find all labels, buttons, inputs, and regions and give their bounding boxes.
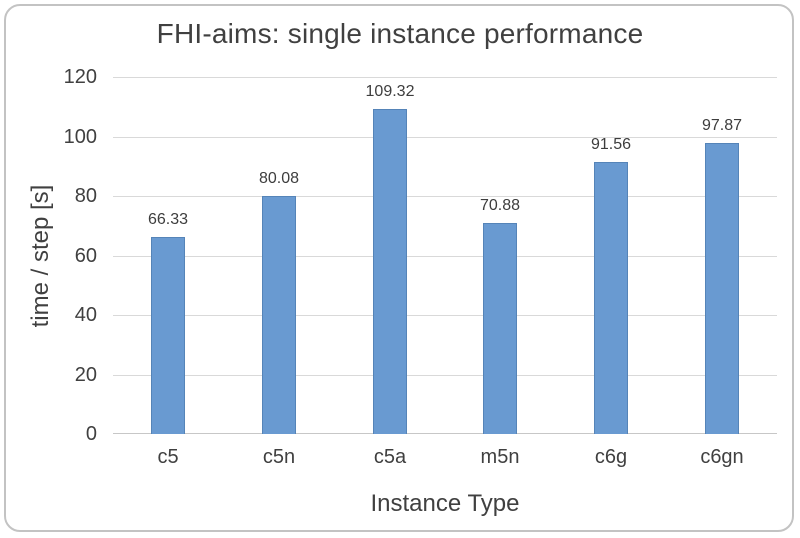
x-axis-title: Instance Type (370, 490, 520, 517)
y-tick-label: 40 (74, 304, 97, 326)
bar (705, 143, 739, 434)
y-tick-label: 0 (85, 423, 97, 445)
bar (373, 109, 407, 434)
bar (262, 196, 296, 434)
x-tick-label: c5 (157, 446, 179, 468)
x-tick-label: c5a (373, 446, 407, 468)
bar-value-label: 70.88 (479, 197, 521, 214)
x-tick-label: m5n (480, 446, 520, 468)
gridline (113, 137, 777, 138)
gridline (113, 375, 777, 376)
bar-value-label: 66.33 (147, 211, 189, 228)
bar-value-label: 91.56 (590, 136, 632, 153)
y-tick-label: 60 (74, 245, 97, 267)
gridline (113, 315, 777, 316)
bar (483, 223, 517, 434)
bar-value-label: 109.32 (365, 83, 415, 100)
bar (151, 237, 185, 434)
gridline (113, 256, 777, 257)
x-tick-label: c5n (262, 446, 296, 468)
gridline (113, 77, 777, 78)
chart-title: FHI-aims: single instance performance (156, 18, 644, 49)
y-tick-label: 100 (63, 126, 97, 148)
x-axis-line (113, 433, 777, 434)
x-tick-label: c6gn (700, 446, 744, 468)
bar-value-label: 80.08 (258, 170, 300, 187)
y-tick-label: 80 (74, 185, 97, 207)
plot-area: 0 20 40 60 80 100 120 66.33 c5 80.08 c5n 109.32 c5a 7… (64, 66, 777, 468)
bar-value-label: 97.87 (701, 117, 743, 134)
x-tick-label: c6g (594, 446, 628, 468)
gridline (113, 196, 777, 197)
y-tick-label: 20 (74, 364, 97, 386)
bar (594, 162, 628, 434)
y-tick-label: 120 (63, 66, 97, 88)
